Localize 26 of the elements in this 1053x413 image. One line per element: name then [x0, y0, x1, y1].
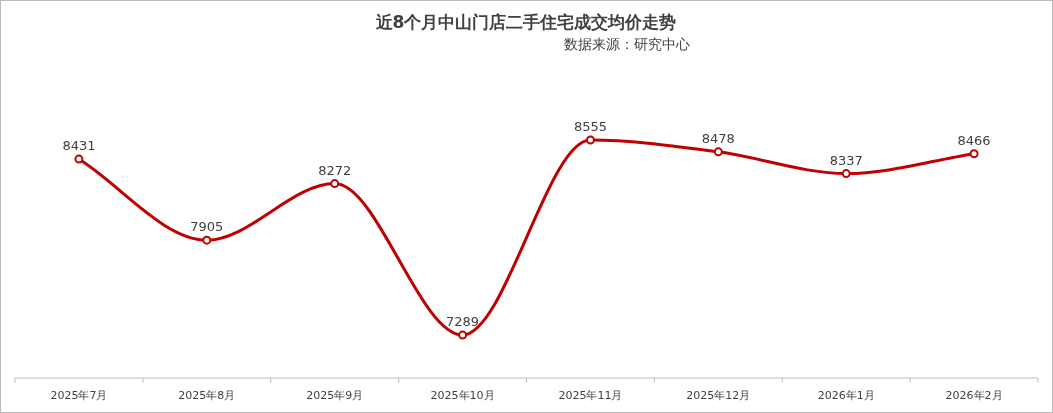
- data-label: 8272: [318, 162, 352, 178]
- chart-subtitle: 数据来源：研究中心: [564, 36, 690, 52]
- x-tick-label: 2025年9月: [306, 389, 364, 402]
- data-label: 8555: [573, 118, 607, 134]
- point: [713, 147, 723, 157]
- point: [969, 149, 979, 159]
- x-tick-label: 2026年2月: [945, 389, 1003, 402]
- data-label: 7289: [446, 314, 480, 330]
- point: [585, 135, 595, 145]
- point: [202, 235, 212, 245]
- x-tick-label: 2026年1月: [817, 389, 875, 402]
- point: [458, 330, 468, 340]
- point: [330, 179, 340, 189]
- point: [74, 154, 84, 164]
- x-tick-label: 2025年12月: [686, 389, 751, 402]
- x-tick-label: 2025年7月: [50, 389, 108, 402]
- x-tick-label: 2025年8月: [178, 389, 236, 402]
- x-tick-label: 2025年10月: [430, 389, 495, 402]
- point: [841, 169, 851, 179]
- data-label: 8431: [62, 138, 96, 154]
- data-label: 7905: [190, 219, 224, 235]
- data-label: 8337: [829, 152, 863, 168]
- x-tick-label: 2025年11月: [558, 389, 623, 402]
- data-label: 8466: [957, 132, 991, 148]
- chart-title: 近8个月中山门店二手住宅成交均价走势: [374, 12, 677, 32]
- data-label: 8478: [701, 130, 735, 146]
